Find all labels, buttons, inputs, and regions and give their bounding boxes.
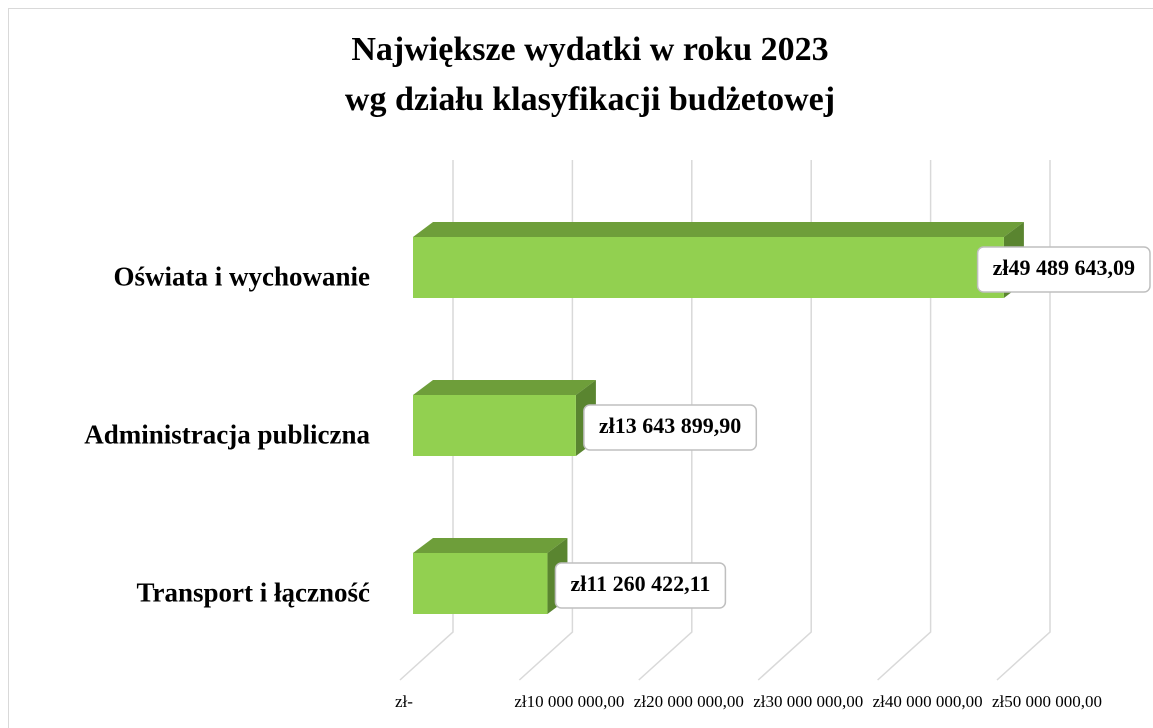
x-tick-label: zł20 000 000,00 — [634, 692, 744, 711]
bar — [413, 222, 1024, 298]
grid-line — [399, 160, 454, 681]
x-tick-label: zł50 000 000,00 — [992, 692, 1102, 711]
chart-title: Największe wydatki w roku 2023 — [351, 31, 828, 68]
x-tick-label: zł30 000 000,00 — [753, 692, 863, 711]
bar-face — [413, 538, 568, 553]
grid-line — [757, 160, 812, 681]
x-tick-label: zł40 000 000,00 — [873, 692, 983, 711]
data-label-box — [554, 562, 727, 609]
data-label: zł49 489 643,09 — [993, 255, 1135, 280]
data-label: zł11 260 422,11 — [570, 571, 710, 596]
bar-face — [413, 395, 576, 456]
bar — [413, 538, 568, 614]
bar-face — [413, 380, 596, 395]
grid-line — [996, 160, 1051, 681]
data-label-box — [583, 404, 758, 451]
y-tick-label: Transport i łączność — [137, 578, 370, 608]
grid-line — [877, 160, 932, 681]
grid-line — [638, 160, 693, 681]
y-tick-label: Oświata i wychowanie — [114, 262, 371, 292]
bar-face — [413, 553, 548, 614]
data-label: zł13 643 899,90 — [599, 413, 741, 438]
bar-face — [413, 237, 1004, 298]
x-tick-label: zł10 000 000,00 — [514, 692, 624, 711]
x-tick-label: zł- — [395, 692, 413, 711]
chart-subtitle: wg działu klasyfikacji budżetowej — [345, 81, 835, 118]
bar-face — [413, 222, 1024, 237]
data-label-box — [976, 246, 1151, 293]
bar — [413, 380, 596, 456]
grid-line — [518, 160, 574, 681]
y-tick-label: Administracja publiczna — [84, 420, 370, 450]
